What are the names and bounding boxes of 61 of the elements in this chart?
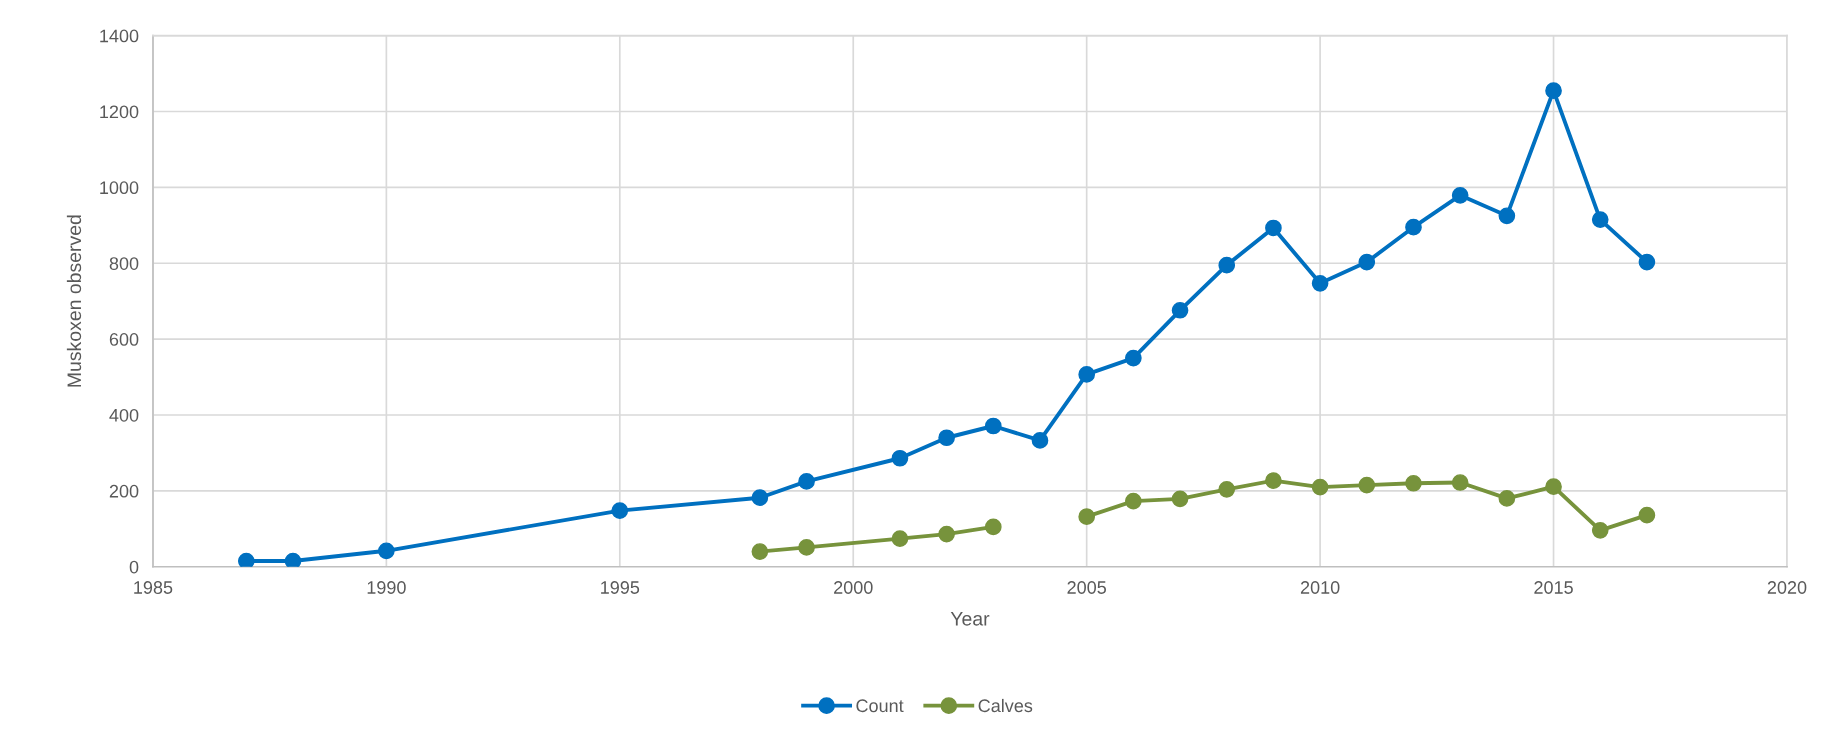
point: [1311, 478, 1329, 496]
x-tick-label: 1990: [367, 581, 406, 594]
point: [1311, 275, 1329, 292]
point: [237, 552, 255, 567]
x-tick-label: 2005: [1067, 581, 1106, 594]
point: [1405, 474, 1422, 492]
point: [1078, 508, 1096, 525]
point: [1218, 256, 1236, 274]
y-tick-label: 0: [129, 560, 139, 574]
point: [611, 502, 629, 519]
point: [938, 429, 955, 447]
point: [984, 417, 1002, 435]
point: [1125, 492, 1142, 510]
point: [1451, 474, 1469, 491]
point: [1358, 253, 1376, 271]
y-tick-label: 1400: [100, 29, 139, 43]
legend-label: Count: [856, 699, 904, 713]
x-tick-label: 2015: [1534, 581, 1573, 594]
point: [1545, 478, 1562, 496]
point: [378, 542, 395, 560]
point: [751, 489, 769, 507]
legend-label: Calves: [978, 698, 1033, 713]
point: [751, 543, 769, 560]
point: [1218, 481, 1236, 498]
point: [1125, 349, 1142, 367]
point: [798, 473, 815, 490]
point: [1498, 490, 1516, 507]
point: [891, 530, 909, 547]
point: [284, 552, 302, 567]
y-tick-label: 1000: [100, 181, 139, 195]
y-tick-label: 1200: [100, 105, 139, 119]
x-tick-label: 2000: [834, 581, 873, 594]
y-axis-title: Muskoxen observed: [66, 215, 82, 387]
x-tick-label: 2020: [1767, 581, 1807, 594]
x-tick-label: 2010: [1300, 581, 1340, 594]
point: [1405, 218, 1422, 236]
point: [1638, 253, 1656, 271]
point: [798, 539, 815, 556]
point: [1078, 366, 1096, 383]
x-tick-label: 1995: [601, 581, 640, 594]
point: [984, 518, 1002, 536]
x-axis-title: Year: [950, 612, 990, 626]
point: [1638, 506, 1656, 524]
point: [1265, 472, 1282, 489]
point: [1031, 432, 1049, 449]
point: [1265, 219, 1282, 237]
point: [1451, 186, 1469, 204]
point: [1545, 82, 1562, 99]
point: [1171, 301, 1189, 319]
point: [1358, 476, 1376, 494]
y-tick-label: 800: [109, 257, 139, 270]
y-tick-label: 200: [109, 484, 139, 498]
point: [938, 525, 955, 543]
point: [1171, 490, 1189, 508]
point: [1498, 207, 1516, 225]
point: [891, 449, 909, 467]
y-tick-label: 400: [109, 408, 139, 422]
point: [1591, 211, 1609, 228]
y-tick-label: 600: [109, 333, 139, 346]
point: [1591, 521, 1609, 539]
x-tick-label: 1985: [134, 581, 173, 594]
